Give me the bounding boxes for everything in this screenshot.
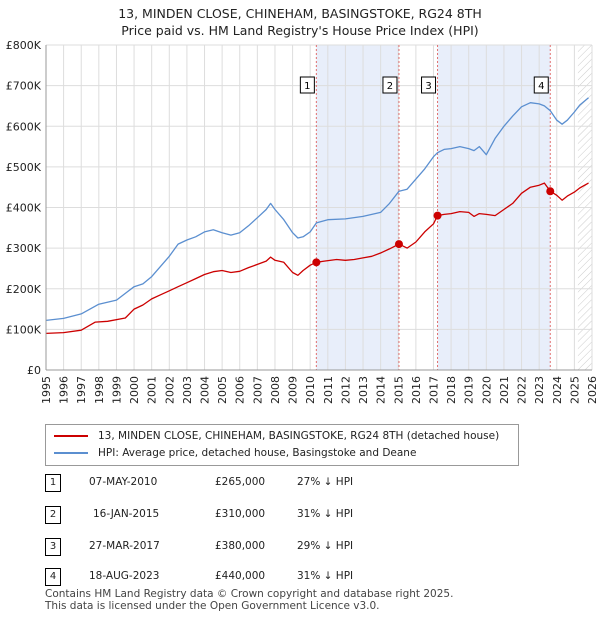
sale-date: 16-JAN-2015 [93,508,160,520]
x-tick-label: 2006 [234,376,247,404]
series-lines [45,97,589,335]
sale-price: £440,000 [215,570,266,582]
y-tick-label: £600K [6,120,42,133]
table-row: 1 07-MAY-2010 £265,000 27% ↓ HPI [45,474,445,494]
x-tick-label: 2015 [392,376,405,404]
y-tick-label: £800K [6,39,42,52]
x-tick-label: 1997 [75,376,88,404]
footer-copyright: Contains HM Land Registry data © Crown c… [45,588,454,600]
sale-number: 3 [45,538,61,556]
x-tick-label: 2026 [586,376,599,404]
legend: 13, MINDEN CLOSE, CHINEHAM, BASINGSTOKE,… [45,424,519,466]
x-tick-label: 2025 [568,376,581,404]
x-tick-label: 2022 [516,376,529,404]
x-tick-label: 2023 [533,376,546,404]
y-tick-label: £100K [6,323,42,336]
footer: Contains HM Land Registry data © Crown c… [45,588,453,612]
sale-marker-label: 2 [387,81,393,92]
y-tick-label: £300K [6,242,42,255]
x-tick-label: 2018 [445,376,458,404]
axes: £0 £100K £200K £300K £400K £500K £600K £700K £80… [6,39,599,404]
x-tick-label: 1996 [58,376,71,404]
footer-licence: This data is licensed under the Open Gov… [45,600,380,612]
sale-delta: 31% ↓ HPI [297,570,354,582]
sale-points [312,187,555,267]
legend-label-hpi: HPI: Average price, detached house, Basi… [98,447,417,459]
sale-price: £310,000 [215,508,266,520]
x-tick-label: 2005 [216,376,229,404]
x-tick-label: 2021 [498,376,511,404]
x-tick-label: 2012 [339,376,352,404]
x-tick-label: 2016 [410,376,423,404]
x-tick-label: 2007 [251,376,264,404]
x-tick-label: 1995 [40,376,53,404]
sale-point [433,211,442,220]
x-tick-label: 2011 [322,376,335,404]
x-tick-label: 2001 [146,376,159,404]
x-tick-label: 2004 [199,376,212,404]
price-chart: 1 2 3 4 £0 £100K £200K £300K £400K £500K £600K £70… [6,39,599,404]
sale-marker-box [299,76,315,94]
sale-marker-label: 1 [304,81,310,92]
sale-markers: 1 2 3 4 [299,45,551,370]
x-tick-label: 2000 [128,376,141,404]
sale-date: 18-AUG-2023 [89,570,160,582]
x-tick-label: 1998 [93,376,106,404]
sale-marker-box [382,76,398,94]
chart-title-line2: Price paid vs. HM Land Registry's House … [121,23,479,38]
sale-point [546,187,555,196]
x-tick-label: 2003 [181,376,194,404]
sale-date: 07-MAY-2010 [89,476,158,488]
legend-item-property: 13, MINDEN CLOSE, CHINEHAM, BASINGSTOKE,… [54,430,499,442]
chart-title-line1: 13, MINDEN CLOSE, CHINEHAM, BASINGSTOKE,… [118,6,482,21]
table-row: 3 27-MAR-2017 £380,000 29% ↓ HPI [45,538,445,558]
hpi-line [45,97,589,322]
y-tick-label: £500K [6,161,42,174]
x-tick-label: 2010 [304,376,317,404]
sale-point [394,240,403,249]
sale-delta: 27% ↓ HPI [297,476,354,488]
x-tick-label: 2013 [357,376,370,404]
sale-delta: 29% ↓ HPI [297,540,354,552]
x-tick-label: 1999 [110,376,123,404]
x-tick-label: 2017 [427,376,440,404]
sale-point [312,258,321,267]
x-tick-label: 2009 [287,376,300,404]
sale-marker-box [421,76,437,94]
legend-label-property: 13, MINDEN CLOSE, CHINEHAM, BASINGSTOKE,… [98,430,500,442]
sale-marker-label: 4 [538,81,544,92]
x-tick-label: 2014 [375,376,388,404]
sale-marker-label: 3 [425,81,431,92]
y-tick-label: £200K [6,283,42,296]
table-row: 2 16-JAN-2015 £310,000 31% ↓ HPI [45,506,445,526]
sale-price: £380,000 [215,540,266,552]
sale-price: £265,000 [215,476,266,488]
x-tick-label: 2020 [480,376,493,404]
y-tick-label: £700K [6,80,42,93]
sale-date: 27-MAR-2017 [89,540,160,552]
legend-item-hpi: HPI: Average price, detached house, Basi… [54,447,416,459]
legend-swatch-property [54,435,88,437]
x-tick-label: 2019 [463,376,476,404]
x-tick-label: 2024 [551,376,564,404]
x-tick-label: 2002 [163,376,176,404]
y-tick-label: £400K [6,202,42,215]
property-price-line [45,182,589,335]
legend-swatch-hpi [54,452,88,454]
sale-marker-box [533,76,549,94]
x-tick-label: 2008 [269,376,282,404]
sale-number: 4 [45,568,61,586]
table-row: 4 18-AUG-2023 £440,000 31% ↓ HPI [45,568,445,588]
y-tick-label: £0 [27,364,41,377]
sale-number: 2 [45,506,61,524]
sale-delta: 31% ↓ HPI [297,508,354,520]
sale-number: 1 [45,474,61,492]
